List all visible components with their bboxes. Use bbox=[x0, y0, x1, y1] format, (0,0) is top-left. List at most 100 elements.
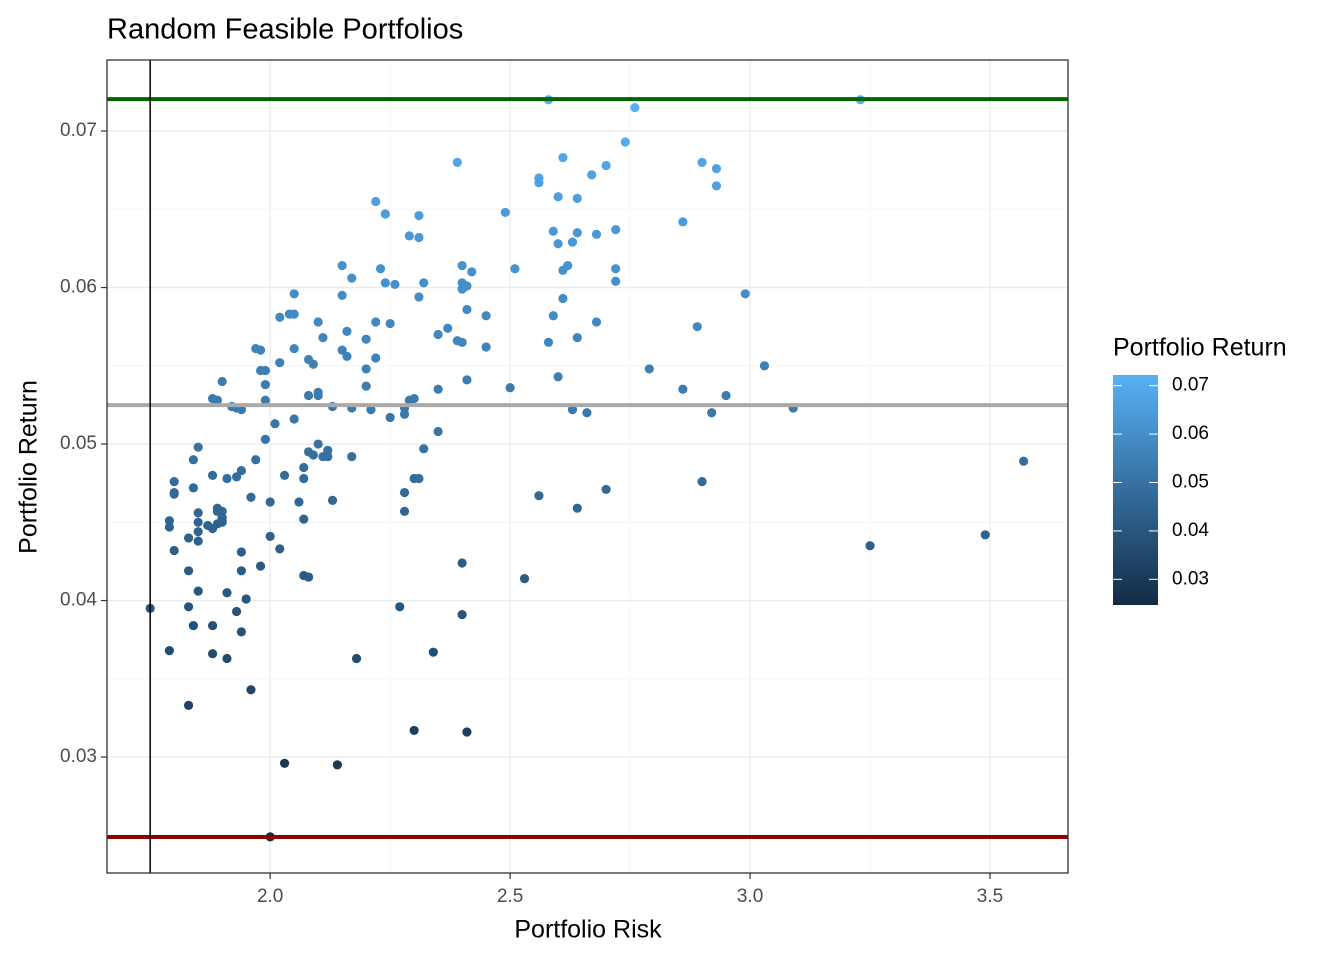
point bbox=[289, 343, 299, 354]
point bbox=[711, 164, 722, 174]
point bbox=[183, 602, 194, 612]
point bbox=[361, 334, 371, 344]
point bbox=[433, 329, 443, 340]
point bbox=[255, 345, 266, 355]
point bbox=[591, 317, 602, 327]
colorbar-label: 0.06 bbox=[1172, 423, 1209, 444]
colorbar bbox=[1113, 375, 1158, 605]
point bbox=[183, 566, 194, 576]
point bbox=[289, 289, 299, 299]
point bbox=[457, 558, 467, 568]
point bbox=[395, 602, 405, 612]
point bbox=[572, 228, 582, 238]
point bbox=[567, 237, 578, 247]
point bbox=[572, 193, 582, 203]
colorbar-label: 0.05 bbox=[1172, 472, 1209, 493]
point bbox=[371, 353, 381, 363]
point bbox=[246, 492, 256, 502]
point bbox=[630, 102, 640, 113]
point bbox=[601, 484, 611, 495]
point bbox=[601, 160, 611, 171]
point bbox=[342, 326, 352, 336]
point bbox=[193, 517, 203, 527]
point bbox=[313, 439, 323, 449]
point bbox=[183, 700, 194, 710]
point bbox=[207, 523, 218, 534]
point bbox=[371, 317, 381, 327]
colorbar-label: 0.03 bbox=[1172, 568, 1209, 589]
point bbox=[678, 384, 688, 394]
point bbox=[452, 157, 462, 167]
point bbox=[270, 419, 280, 429]
point bbox=[342, 351, 352, 362]
point bbox=[207, 649, 218, 659]
point bbox=[462, 375, 472, 385]
point bbox=[188, 483, 198, 493]
point bbox=[1019, 456, 1029, 466]
point bbox=[222, 588, 232, 598]
point bbox=[183, 533, 194, 543]
point bbox=[308, 450, 318, 460]
point bbox=[553, 372, 563, 382]
point bbox=[548, 311, 558, 321]
point bbox=[188, 455, 198, 465]
point bbox=[409, 725, 419, 736]
point bbox=[740, 289, 750, 299]
point bbox=[404, 231, 414, 241]
point bbox=[351, 653, 362, 664]
point bbox=[164, 646, 174, 656]
point bbox=[587, 170, 597, 180]
point bbox=[169, 489, 179, 499]
point bbox=[553, 239, 563, 249]
point bbox=[457, 284, 467, 294]
point bbox=[327, 495, 338, 505]
y-tick-label: 0.05 bbox=[60, 433, 97, 454]
y-tick-label: 0.06 bbox=[60, 277, 97, 298]
point bbox=[510, 264, 520, 274]
point bbox=[313, 317, 323, 327]
point bbox=[299, 462, 309, 473]
point bbox=[279, 470, 290, 480]
y-tick-label: 0.03 bbox=[60, 746, 97, 767]
point bbox=[572, 333, 582, 343]
chart-title: Random Feasible Portfolios bbox=[107, 14, 463, 46]
point bbox=[207, 470, 218, 480]
point bbox=[534, 178, 544, 188]
point bbox=[419, 444, 429, 454]
point bbox=[865, 541, 875, 551]
point bbox=[467, 267, 477, 277]
point bbox=[246, 685, 256, 695]
point bbox=[275, 358, 285, 368]
point bbox=[332, 760, 342, 770]
point bbox=[414, 292, 424, 302]
point bbox=[169, 545, 179, 556]
point bbox=[188, 620, 198, 631]
point bbox=[611, 276, 621, 286]
x-tick-label: 2.0 bbox=[257, 886, 283, 907]
point bbox=[236, 627, 246, 637]
point bbox=[404, 395, 414, 405]
point bbox=[255, 561, 266, 571]
point bbox=[553, 192, 563, 202]
colorbar-label: 0.07 bbox=[1172, 375, 1209, 396]
point bbox=[644, 364, 654, 374]
point bbox=[308, 359, 318, 369]
point bbox=[265, 531, 275, 541]
point bbox=[572, 503, 582, 513]
point bbox=[500, 207, 510, 218]
point bbox=[697, 477, 707, 487]
point bbox=[462, 727, 472, 737]
point bbox=[294, 497, 304, 507]
point bbox=[212, 395, 222, 405]
point bbox=[265, 497, 275, 507]
point bbox=[313, 390, 323, 401]
point bbox=[222, 653, 232, 664]
point bbox=[217, 517, 227, 527]
point bbox=[548, 226, 558, 236]
point bbox=[236, 566, 246, 576]
x-axis-title: Portfolio Risk bbox=[514, 916, 662, 944]
point bbox=[457, 261, 467, 271]
point bbox=[505, 383, 515, 393]
point bbox=[337, 345, 347, 355]
point bbox=[231, 472, 242, 482]
